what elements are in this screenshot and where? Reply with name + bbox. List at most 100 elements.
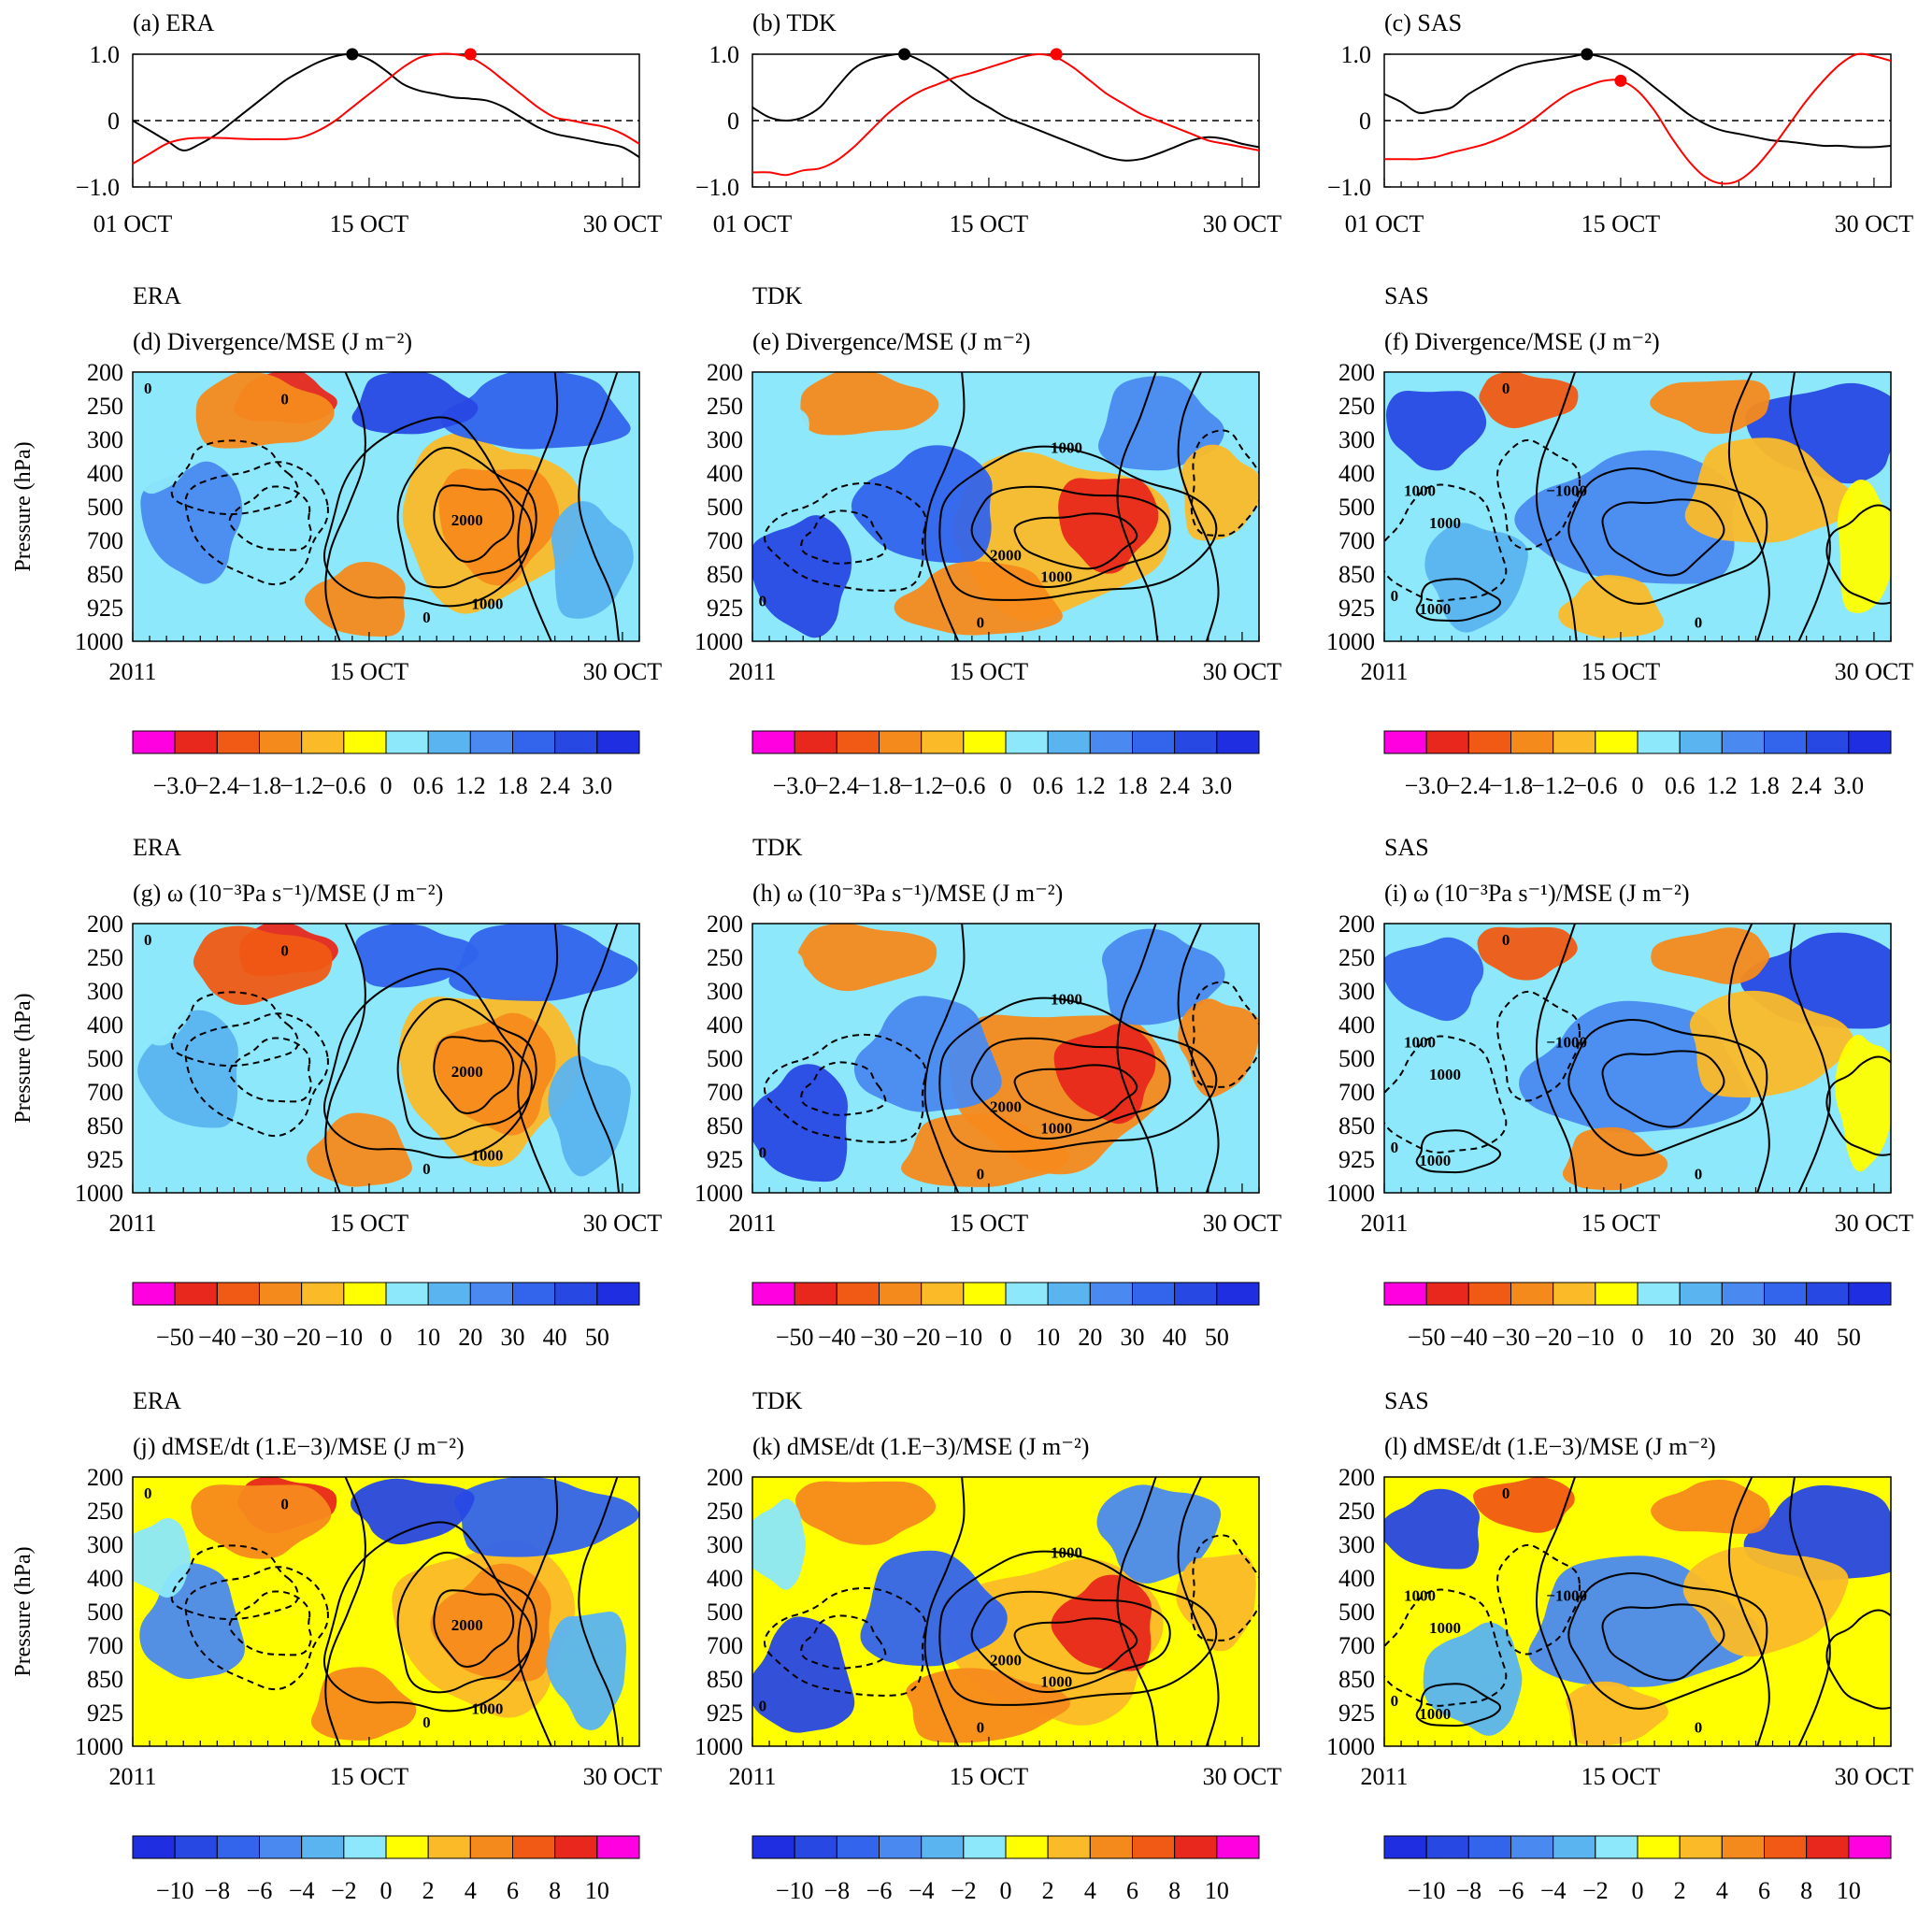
contour-label: 1000 — [1429, 1066, 1461, 1083]
colorbar-label: −1.8 — [1489, 772, 1533, 799]
colorbar-swatch — [836, 730, 880, 754]
contour-label: 1000 — [471, 595, 503, 612]
x-tick-label: 15 OCT — [330, 1763, 409, 1790]
colorbar-label: −8 — [1455, 1877, 1481, 1904]
panel-title: (l) dMSE/dt (1.E−3)/MSE (J m⁻²) — [1384, 1433, 1716, 1460]
shaded-region — [752, 952, 807, 1039]
panel-title: (c) SAS — [1384, 9, 1462, 36]
shaded-region — [551, 501, 634, 619]
y-tick-label: 300 — [707, 426, 743, 453]
colorbar-swatch — [174, 730, 218, 754]
shaded-field — [1384, 924, 1891, 1193]
y-tick-label: 200 — [1338, 1464, 1375, 1491]
shaded-region — [752, 1498, 807, 1590]
y-tick-label: 300 — [87, 426, 123, 453]
colorbar-swatch — [1132, 1835, 1176, 1859]
contour-positive — [433, 1036, 515, 1114]
colorbar-swatch — [469, 730, 514, 754]
y-tick-label: 0 — [107, 108, 120, 135]
contour-positive — [938, 1550, 1218, 1706]
contour-panel-g: ERA(g) ω (10⁻³Pa s⁻¹)/MSE (J m⁻²)0020001… — [11, 834, 662, 1351]
colorbar-swatch — [596, 1282, 640, 1306]
colorbar-label: 2 — [1042, 1877, 1054, 1904]
y-tick-label: 300 — [1338, 978, 1375, 1005]
y-tick-label: 300 — [1338, 426, 1375, 453]
y-tick-label: 925 — [707, 595, 743, 622]
colorbar-swatch — [794, 1835, 837, 1859]
colorbar: −50 −40 −30 −20 −10 0 10 20 30 40 50 — [1383, 1282, 1892, 1351]
colorbar-swatch — [554, 1282, 598, 1306]
shaded-region — [310, 1667, 417, 1741]
colorbar-swatch — [1637, 730, 1681, 754]
y-tick-label: 700 — [707, 527, 743, 554]
contour-positive — [1567, 1571, 1768, 1710]
colorbar-label: 40 — [1795, 1324, 1819, 1351]
contour-strand — [517, 924, 559, 1193]
y-tick-label: 500 — [707, 494, 743, 521]
model-label: SAS — [1384, 1387, 1429, 1414]
colorbar-label: −40 — [1450, 1324, 1488, 1351]
colorbar-swatch — [174, 1835, 218, 1859]
colorbar-label: −2 — [1582, 1877, 1609, 1904]
contour-label: 0 — [1502, 931, 1510, 949]
colorbar-swatch — [132, 730, 176, 754]
colorbar-swatch — [343, 1835, 387, 1859]
contour-negative — [1190, 981, 1259, 1088]
colorbar-swatch — [1553, 730, 1596, 754]
y-tick-label: 700 — [87, 1079, 123, 1106]
colorbar-swatch — [751, 1282, 795, 1306]
colorbar-swatch — [427, 730, 471, 754]
series-line-red — [1384, 52, 1892, 185]
series-line-black — [751, 52, 1260, 162]
contour-negative — [1496, 438, 1581, 551]
y-tick-label: 1000 — [1326, 628, 1375, 655]
colorbar-swatch — [1553, 1835, 1596, 1859]
colorbar-label: 30 — [501, 1324, 525, 1351]
contour-label: 1000 — [1404, 1033, 1436, 1051]
colorbar-swatch — [1005, 1282, 1049, 1306]
contour-positive — [1601, 1050, 1725, 1128]
shaded-region — [795, 1481, 937, 1545]
peak-marker-black — [346, 48, 359, 61]
contour-positive — [970, 1590, 1171, 1693]
contour-label: 1000 — [1419, 1152, 1451, 1169]
colorbar-swatch — [1216, 1835, 1260, 1859]
y-tick-label: 1000 — [694, 1733, 743, 1760]
colorbar-label: 20 — [1078, 1324, 1102, 1351]
colorbar-label: −6 — [247, 1877, 273, 1904]
contour-positive — [1825, 1609, 1891, 1710]
colorbar-label: −50 — [156, 1324, 194, 1351]
contour-label: 0 — [1502, 1484, 1510, 1502]
y-tick-label: 250 — [87, 944, 123, 971]
colorbar-label: −30 — [240, 1324, 279, 1351]
y-tick-label: 200 — [707, 359, 743, 386]
y-tick-label: 500 — [707, 1045, 743, 1072]
colorbar-label: 0 — [1632, 1877, 1644, 1904]
colorbar-label: −1.2 — [279, 772, 323, 799]
shaded-region — [1684, 437, 1853, 543]
colorbar-label: 50 — [1205, 1324, 1229, 1351]
colorbar-swatch — [385, 1282, 429, 1306]
panel-title: (b) TDK — [752, 9, 837, 36]
colorbar-swatch — [1721, 730, 1766, 754]
colorbar-swatch — [1174, 1282, 1218, 1306]
contour-label: 0 — [144, 931, 152, 949]
y-axis-title: Pressure (hPa) — [11, 441, 36, 571]
y-tick-label: 1000 — [75, 1733, 123, 1760]
contour-positive — [1567, 466, 1768, 605]
contour-negative — [1496, 1543, 1581, 1656]
contour-negative — [1384, 1588, 1508, 1707]
colorbar-swatch — [343, 730, 387, 754]
shaded-region — [1422, 1076, 1523, 1184]
colorbar-swatch — [1510, 1835, 1554, 1859]
contour-strand — [1727, 372, 1770, 641]
x-tick-label: 15 OCT — [950, 210, 1029, 237]
y-tick-label: 500 — [87, 1598, 123, 1626]
contour-label: 1000 — [471, 1146, 503, 1164]
contour-strand — [923, 924, 966, 1193]
colorbar-label: 2 — [1674, 1877, 1686, 1904]
y-tick-label: 500 — [1338, 1598, 1375, 1626]
contour-strand — [1177, 372, 1220, 641]
colorbar-label: −4 — [909, 1877, 935, 1904]
